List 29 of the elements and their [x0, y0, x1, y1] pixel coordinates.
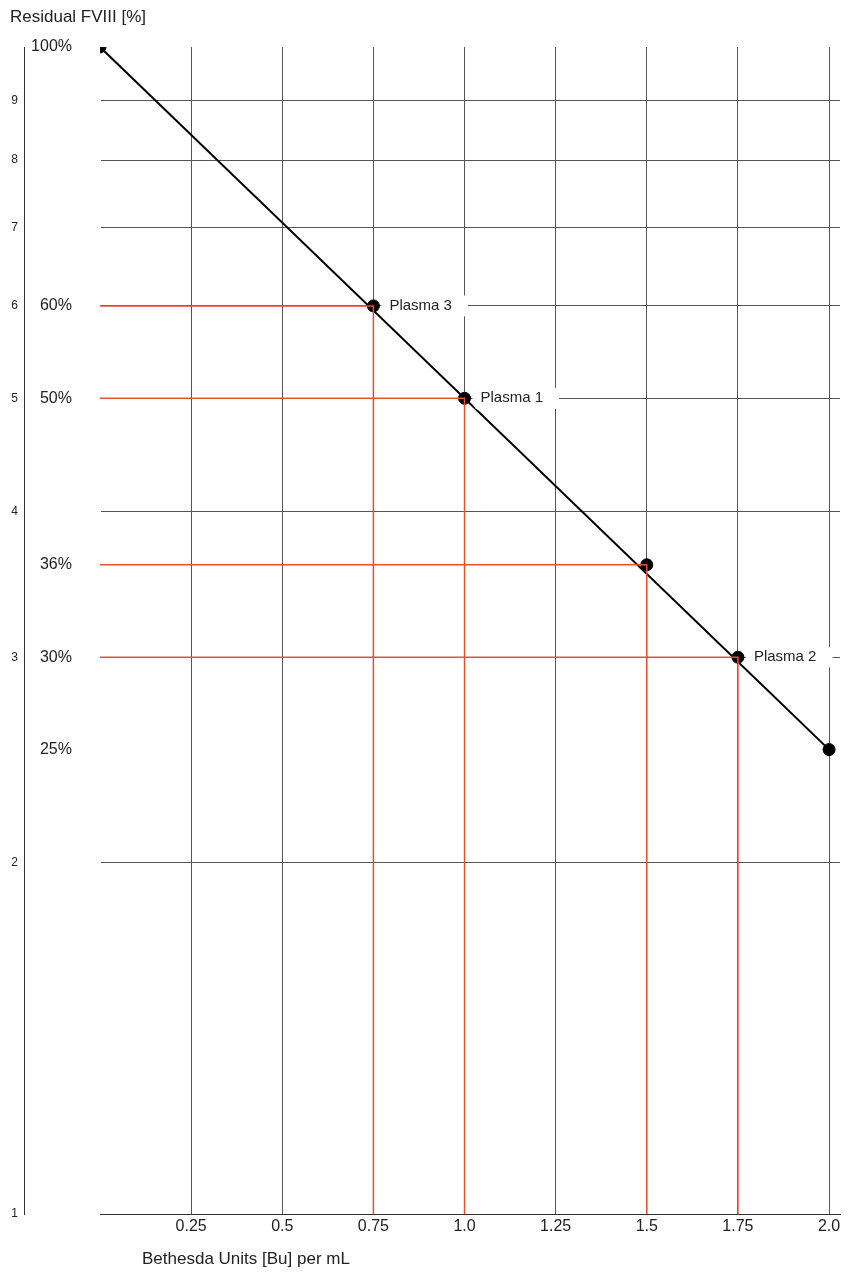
y-tick-label: 5 [11, 390, 19, 405]
y-tick-label: 8 [11, 152, 19, 167]
annotation: Plasma 2 [753, 647, 817, 665]
annotation: Plasma 3 [389, 296, 452, 314]
y-tick-label: 2 [11, 855, 19, 870]
annotation: 36% [39, 555, 72, 573]
annotation: 50% [39, 388, 72, 406]
y-tick-label: 6 [11, 298, 19, 313]
y-tick-label: 1 [11, 1206, 19, 1221]
x-tick-label: 0.75 [357, 1217, 390, 1235]
x-axis-title: Bethesda Units [Bu] per mL [142, 1249, 350, 1268]
annotation: Plasma 1 [480, 388, 544, 406]
text: 25% [39, 740, 72, 758]
annotation: 30% [39, 647, 72, 665]
point [822, 743, 836, 757]
y-tick-label: 4 [11, 503, 19, 518]
x-tick-label: 1.25 [540, 1217, 572, 1235]
x-tick-label: 1.5 [635, 1217, 659, 1235]
x-tick-label: 1.0 [453, 1217, 476, 1235]
x-tick-label: 2.0 [817, 1217, 841, 1235]
annotation: 60% [39, 296, 72, 314]
y-tick-label: 9 [11, 92, 19, 107]
x-tick-label: 0.5 [271, 1217, 294, 1235]
y-axis-title: Residual FVIII [%] [10, 7, 147, 26]
annotation: 100% [31, 37, 72, 55]
x-tick-label: 0.25 [175, 1217, 207, 1235]
y-tick-label: 7 [11, 220, 19, 235]
x-tick-label: 1.75 [722, 1217, 754, 1235]
y-tick-label: 3 [11, 649, 19, 664]
